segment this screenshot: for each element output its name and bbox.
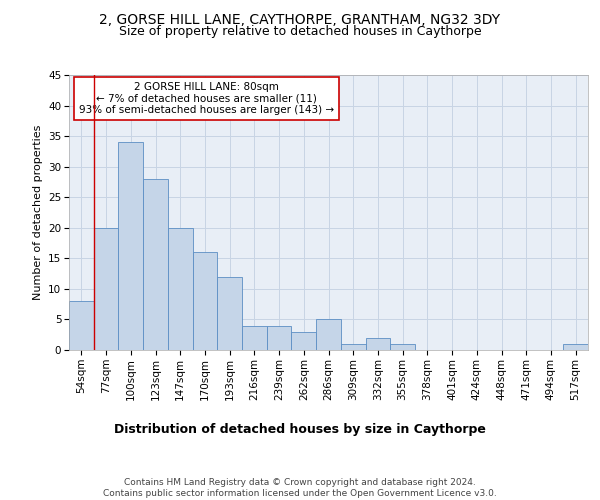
Text: Contains HM Land Registry data © Crown copyright and database right 2024.
Contai: Contains HM Land Registry data © Crown c… xyxy=(103,478,497,498)
Text: 2, GORSE HILL LANE, CAYTHORPE, GRANTHAM, NG32 3DY: 2, GORSE HILL LANE, CAYTHORPE, GRANTHAM,… xyxy=(100,12,500,26)
Text: Distribution of detached houses by size in Caythorpe: Distribution of detached houses by size … xyxy=(114,422,486,436)
Bar xyxy=(390,344,415,350)
Bar xyxy=(341,344,365,350)
Bar xyxy=(168,228,193,350)
Bar xyxy=(292,332,316,350)
Bar xyxy=(316,320,341,350)
Bar xyxy=(563,344,588,350)
Text: 2 GORSE HILL LANE: 80sqm
← 7% of detached houses are smaller (11)
93% of semi-de: 2 GORSE HILL LANE: 80sqm ← 7% of detache… xyxy=(79,82,334,115)
Bar xyxy=(69,301,94,350)
Y-axis label: Number of detached properties: Number of detached properties xyxy=(32,125,43,300)
Bar xyxy=(143,179,168,350)
Bar xyxy=(94,228,118,350)
Bar xyxy=(217,276,242,350)
Text: Size of property relative to detached houses in Caythorpe: Size of property relative to detached ho… xyxy=(119,25,481,38)
Bar xyxy=(242,326,267,350)
Bar xyxy=(365,338,390,350)
Bar xyxy=(193,252,217,350)
Bar xyxy=(267,326,292,350)
Bar xyxy=(118,142,143,350)
